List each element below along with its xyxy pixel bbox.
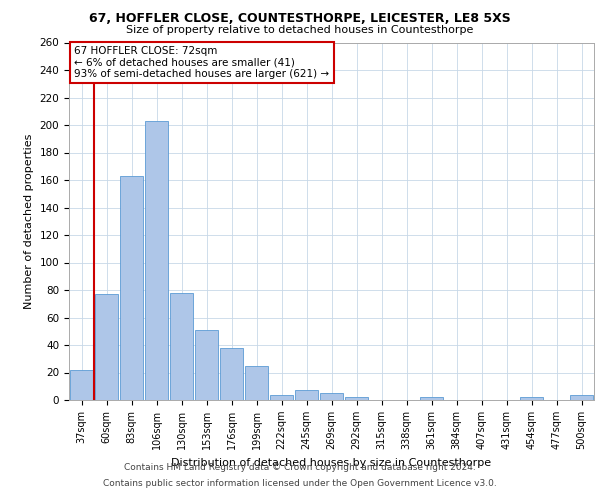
Bar bbox=[170, 292, 193, 400]
Bar bbox=[520, 397, 543, 400]
Bar bbox=[195, 330, 218, 400]
Text: 67, HOFFLER CLOSE, COUNTESTHORPE, LEICESTER, LE8 5XS: 67, HOFFLER CLOSE, COUNTESTHORPE, LEICES… bbox=[89, 12, 511, 26]
Bar bbox=[70, 370, 93, 400]
Bar bbox=[295, 390, 318, 400]
Text: 67 HOFFLER CLOSE: 72sqm
← 6% of detached houses are smaller (41)
93% of semi-det: 67 HOFFLER CLOSE: 72sqm ← 6% of detached… bbox=[74, 46, 329, 80]
Bar bbox=[145, 121, 168, 400]
Bar bbox=[270, 394, 293, 400]
Text: Contains public sector information licensed under the Open Government Licence v3: Contains public sector information licen… bbox=[103, 478, 497, 488]
Bar bbox=[95, 294, 118, 400]
X-axis label: Distribution of detached houses by size in Countesthorpe: Distribution of detached houses by size … bbox=[172, 458, 491, 468]
Bar bbox=[245, 366, 268, 400]
Bar bbox=[345, 397, 368, 400]
Bar bbox=[120, 176, 143, 400]
Y-axis label: Number of detached properties: Number of detached properties bbox=[24, 134, 34, 309]
Bar bbox=[420, 397, 443, 400]
Bar bbox=[570, 394, 593, 400]
Bar bbox=[220, 348, 243, 400]
Bar bbox=[320, 393, 343, 400]
Text: Size of property relative to detached houses in Countesthorpe: Size of property relative to detached ho… bbox=[127, 25, 473, 35]
Text: Contains HM Land Registry data © Crown copyright and database right 2024.: Contains HM Land Registry data © Crown c… bbox=[124, 464, 476, 472]
